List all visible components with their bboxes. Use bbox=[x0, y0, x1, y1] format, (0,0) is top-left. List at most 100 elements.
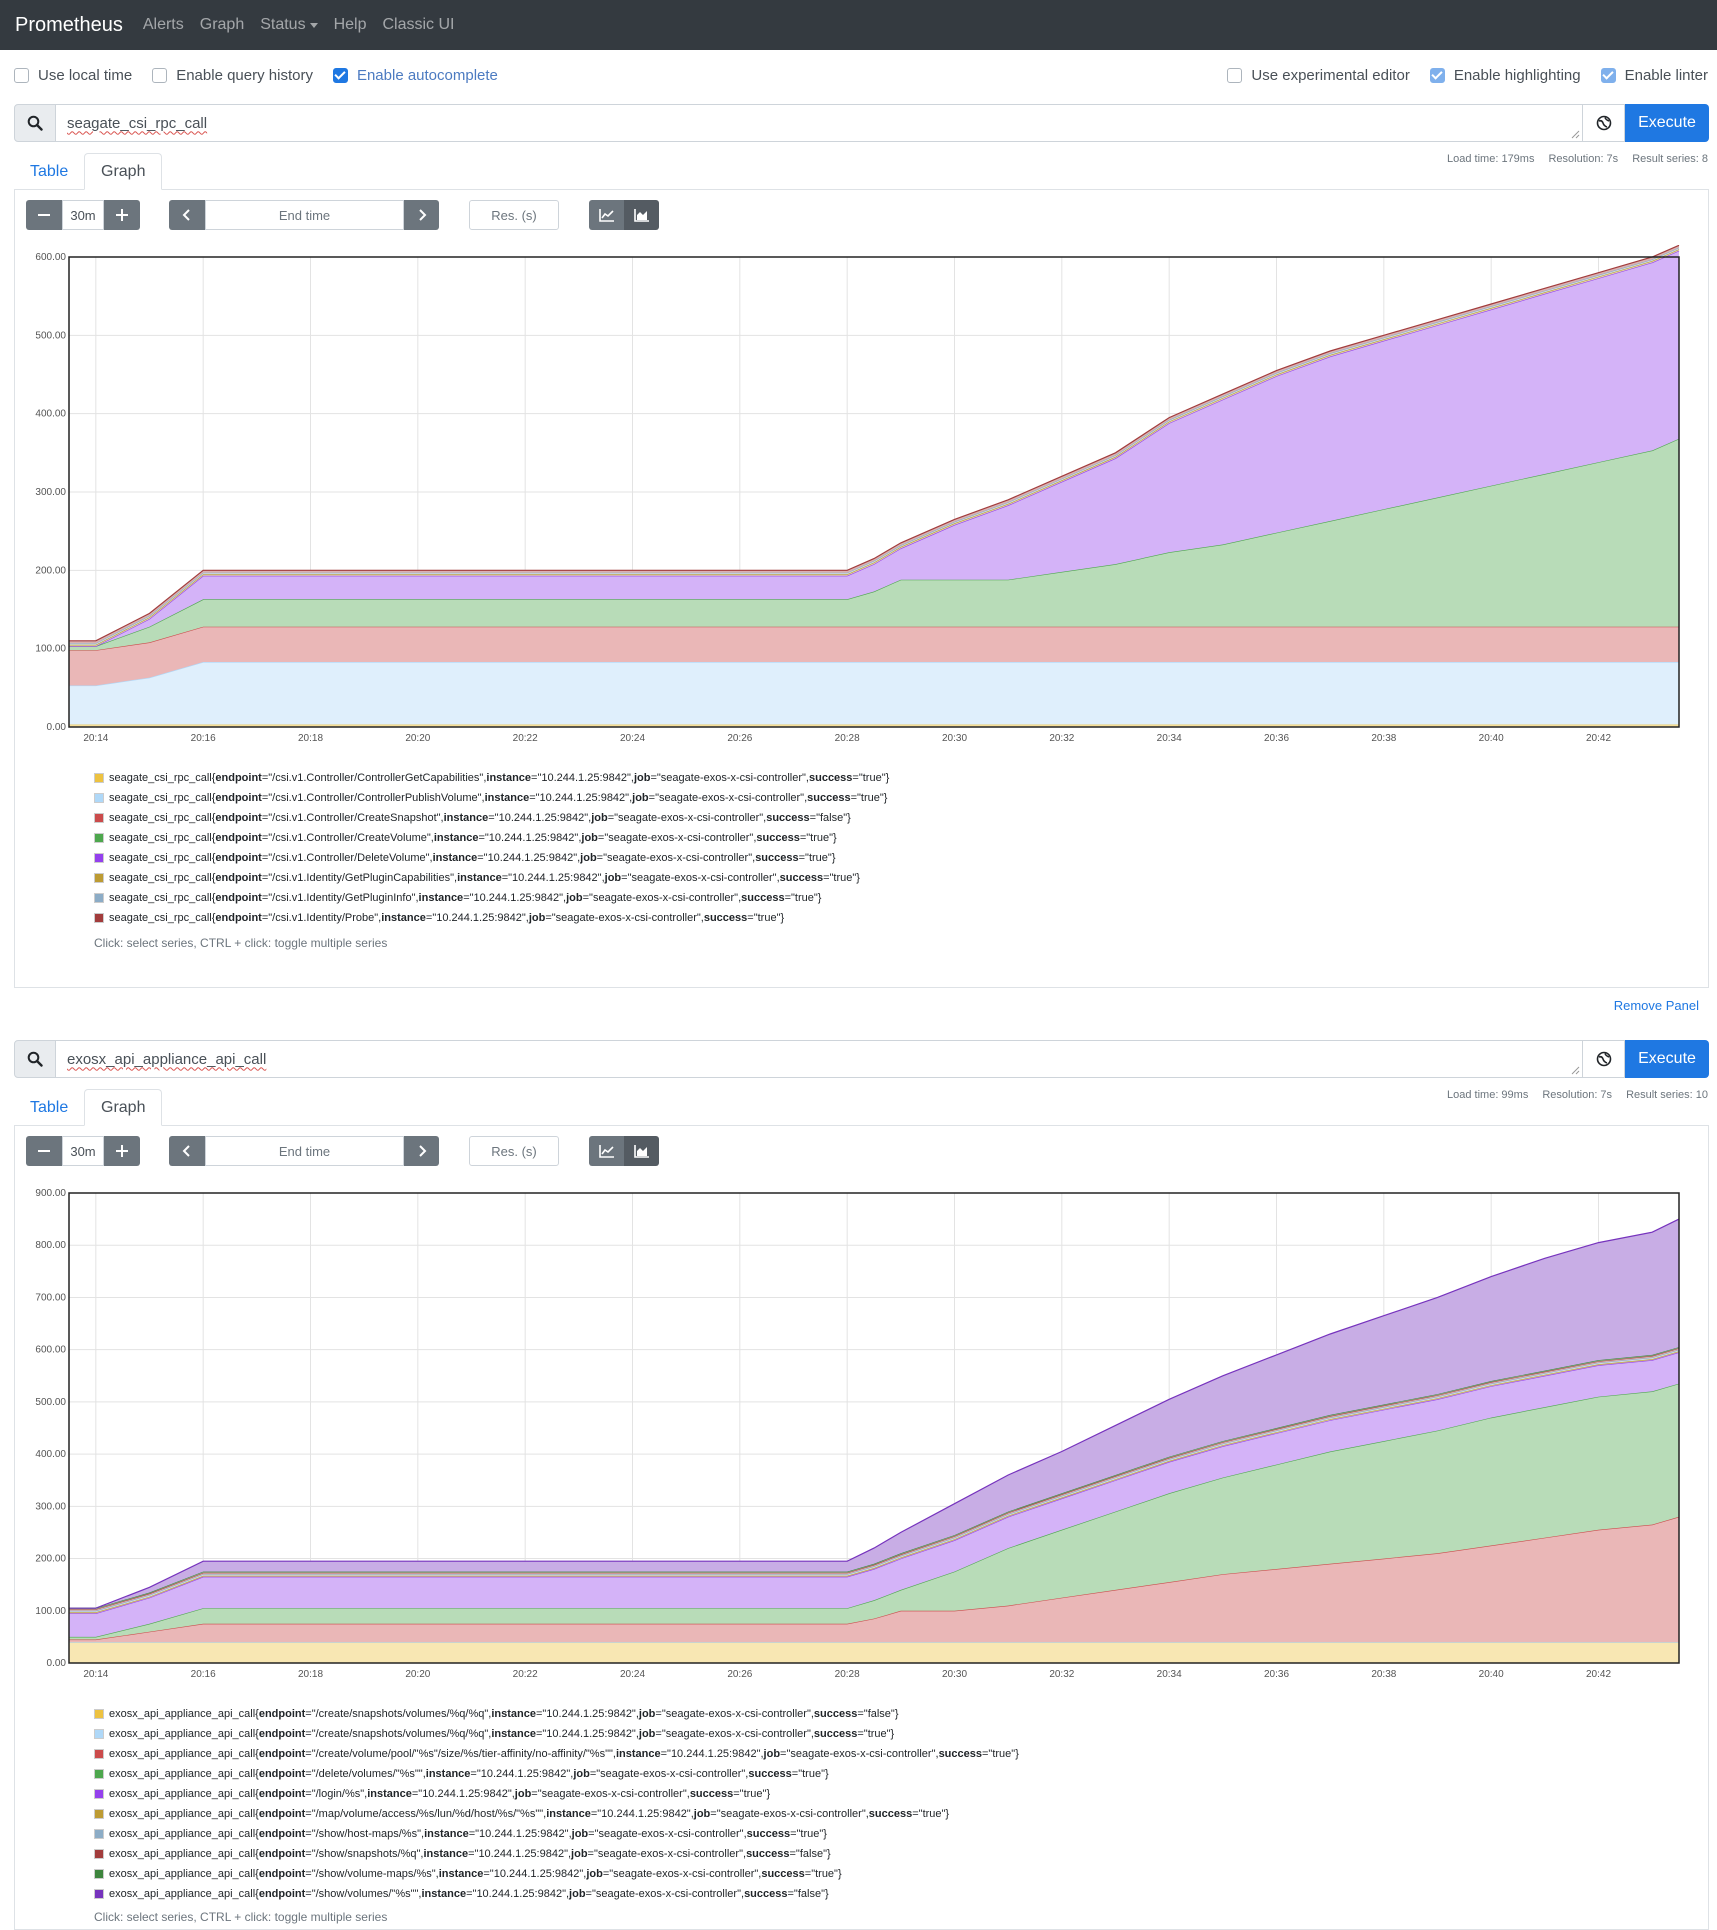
nav-status[interactable]: Status bbox=[260, 16, 318, 34]
legend-label-key: endpoint bbox=[258, 1808, 306, 1820]
nav-graph[interactable]: Graph bbox=[199, 16, 245, 33]
x-tick-label: 20:26 bbox=[727, 1669, 752, 1680]
legend-label-text: seagate_csi_rpc_call{ bbox=[109, 812, 216, 824]
resolution-input[interactable]: Res. (s) bbox=[469, 200, 559, 230]
line-chart-button[interactable] bbox=[589, 1136, 624, 1166]
series-area[interactable] bbox=[69, 438, 1679, 651]
range-input[interactable]: 30m bbox=[62, 200, 104, 230]
resize-handle-icon[interactable] bbox=[1570, 1065, 1580, 1075]
resolution: Resolution: 7s bbox=[1542, 1089, 1613, 1101]
legend-label-key: job bbox=[763, 1748, 781, 1760]
checkbox-use-local-time[interactable] bbox=[14, 67, 29, 83]
range-input[interactable]: 30m bbox=[62, 1136, 104, 1166]
previous-time-button[interactable] bbox=[169, 200, 205, 230]
legend-label-text: ="/create/snapshots/volumes/%q/%q", bbox=[305, 1728, 492, 1740]
legend-label-key: instance bbox=[491, 1728, 536, 1740]
checkbox-use-experimental-editor[interactable] bbox=[1227, 67, 1243, 83]
legend-item[interactable]: seagate_csi_rpc_call{endpoint ="/csi.v1.C… bbox=[94, 848, 889, 868]
series-area[interactable] bbox=[69, 1383, 1679, 1640]
legend-label-text: ="10.244.1.25:9842", bbox=[425, 912, 529, 924]
legend-item[interactable]: exosx_api_appliance_api_call{endpoint ="/… bbox=[94, 1724, 1019, 1744]
legend-item[interactable]: exosx_api_appliance_api_call{endpoint ="/… bbox=[94, 1864, 1019, 1884]
resize-handle-icon[interactable] bbox=[1570, 129, 1580, 139]
tab-table[interactable]: Table bbox=[30, 162, 69, 180]
next-time-button[interactable] bbox=[404, 200, 439, 230]
nav-classic-ui[interactable]: Classic UI bbox=[382, 16, 455, 33]
series-area[interactable] bbox=[69, 1219, 1679, 1609]
execute-button[interactable]: Execute bbox=[1625, 1040, 1709, 1078]
execute-button[interactable]: Execute bbox=[1625, 104, 1709, 142]
query-bar-1: seagate_csi_rpc_call Execute bbox=[14, 104, 1709, 142]
legend-item[interactable]: exosx_api_appliance_api_call{endpoint ="/… bbox=[94, 1844, 1019, 1864]
remove-panel-link-1[interactable]: Remove Panel bbox=[1613, 998, 1699, 1013]
tab-graph[interactable]: Graph bbox=[84, 153, 163, 190]
tab-table[interactable]: Table bbox=[30, 1098, 69, 1116]
legend-item[interactable]: exosx_api_appliance_api_call{endpoint ="/… bbox=[94, 1884, 1019, 1904]
legend-item[interactable]: exosx_api_appliance_api_call{endpoint ="/… bbox=[94, 1744, 1019, 1764]
end-time-input[interactable]: End time bbox=[205, 1136, 404, 1166]
legend-swatch bbox=[94, 1749, 104, 1759]
metrics-explorer-button[interactable] bbox=[1583, 1040, 1625, 1078]
tab-graph[interactable]: Graph bbox=[84, 1089, 163, 1126]
options-left: Use local time Enable query history Enab… bbox=[14, 63, 518, 87]
legend-item[interactable]: seagate_csi_rpc_call{endpoint ="/csi.v1.I… bbox=[94, 888, 889, 908]
stacked-chart-button[interactable] bbox=[624, 200, 659, 230]
legend-label-key: endpoint bbox=[258, 1768, 306, 1780]
legend-item[interactable]: exosx_api_appliance_api_call{endpoint ="/… bbox=[94, 1764, 1019, 1784]
stacked-chart-button[interactable] bbox=[624, 1136, 659, 1166]
y-tick-label: 300.00 bbox=[35, 487, 66, 498]
opt-use-local-time[interactable]: Use local time bbox=[14, 67, 132, 84]
brand[interactable]: Prometheus bbox=[15, 13, 123, 36]
legend-label-key: endpoint bbox=[215, 812, 262, 824]
nav-help[interactable]: Help bbox=[333, 16, 367, 33]
legend-item[interactable]: seagate_csi_rpc_call{endpoint ="/csi.v1.C… bbox=[94, 788, 889, 808]
line-chart-button[interactable] bbox=[589, 200, 624, 230]
previous-time-button[interactable] bbox=[169, 1136, 205, 1166]
next-time-button[interactable] bbox=[404, 1136, 439, 1166]
legend-item[interactable]: seagate_csi_rpc_call{endpoint ="/csi.v1.C… bbox=[94, 828, 889, 848]
nav-alerts[interactable]: Alerts bbox=[142, 16, 184, 33]
increase-range-button[interactable] bbox=[104, 200, 140, 230]
opt-use-experimental-editor[interactable]: Use experimental editor bbox=[1227, 67, 1410, 84]
legend-label-text: ="seagate-exos-x-csi-controller", bbox=[621, 872, 780, 884]
metrics-explorer-button[interactable] bbox=[1583, 104, 1625, 142]
series-area[interactable] bbox=[69, 1352, 1679, 1637]
legend-item[interactable]: seagate_csi_rpc_call{endpoint ="/csi.v1.C… bbox=[94, 808, 889, 828]
opt-enable-linter[interactable]: Enable linter bbox=[1600, 67, 1708, 84]
legend-label-key: instance bbox=[457, 872, 502, 884]
resolution-input[interactable]: Res. (s) bbox=[469, 1136, 559, 1166]
legend-item[interactable]: seagate_csi_rpc_call{endpoint ="/csi.v1.I… bbox=[94, 868, 889, 888]
expression-input[interactable]: seagate_csi_rpc_call bbox=[56, 104, 1583, 142]
legend-item[interactable]: seagate_csi_rpc_call{endpoint ="/csi.v1.C… bbox=[94, 768, 889, 788]
series-area[interactable] bbox=[69, 250, 1679, 647]
checkbox-enable-highlighting[interactable] bbox=[1429, 67, 1445, 83]
decrease-range-button[interactable] bbox=[26, 1136, 62, 1166]
legend-swatch bbox=[94, 1849, 104, 1859]
expression-input[interactable]: exosx_api_appliance_api_call bbox=[56, 1040, 1583, 1078]
opt-enable-autocomplete[interactable]: Enable autocomplete bbox=[332, 67, 498, 84]
series-area[interactable] bbox=[69, 662, 1679, 725]
legend-item[interactable]: exosx_api_appliance_api_call{endpoint ="/… bbox=[94, 1824, 1019, 1844]
legend-item[interactable]: seagate_csi_rpc_call{endpoint ="/csi.v1.I… bbox=[94, 908, 889, 928]
x-tick-label: 20:22 bbox=[513, 1669, 538, 1680]
legend-item[interactable]: exosx_api_appliance_api_call{endpoint ="/… bbox=[94, 1704, 1019, 1724]
checkbox-enable-autocomplete[interactable] bbox=[332, 67, 348, 83]
series-area[interactable] bbox=[69, 1642, 1679, 1663]
checkbox-enable-query-history[interactable] bbox=[152, 67, 168, 83]
end-time-input[interactable]: End time bbox=[205, 200, 404, 230]
legend-item[interactable]: exosx_api_appliance_api_call{endpoint ="/… bbox=[94, 1804, 1019, 1824]
opt-enable-query-history[interactable]: Enable query history bbox=[152, 67, 313, 84]
legend-item[interactable]: exosx_api_appliance_api_call{endpoint ="/… bbox=[94, 1784, 1019, 1804]
increase-range-button[interactable] bbox=[104, 1136, 140, 1166]
legend-label-key: success bbox=[748, 1768, 792, 1780]
legend-label-text: ="/csi.v1.Controller/DeleteVolume", bbox=[261, 852, 433, 864]
search-icon bbox=[14, 104, 56, 142]
decrease-range-button[interactable] bbox=[26, 200, 62, 230]
opt-enable-highlighting[interactable]: Enable highlighting bbox=[1429, 67, 1581, 84]
legend-label-text: ="seagate-exos-x-csi-controller", bbox=[648, 792, 808, 804]
legend-label-text: ="/csi.v1.Controller/ControllerGetCapabi… bbox=[261, 772, 487, 784]
series-area[interactable] bbox=[69, 1516, 1679, 1643]
legend-label-text: ="/csi.v1.Identity/GetPluginCapabilities… bbox=[261, 872, 458, 884]
series-area[interactable] bbox=[69, 626, 1679, 686]
checkbox-enable-linter[interactable] bbox=[1600, 67, 1616, 83]
